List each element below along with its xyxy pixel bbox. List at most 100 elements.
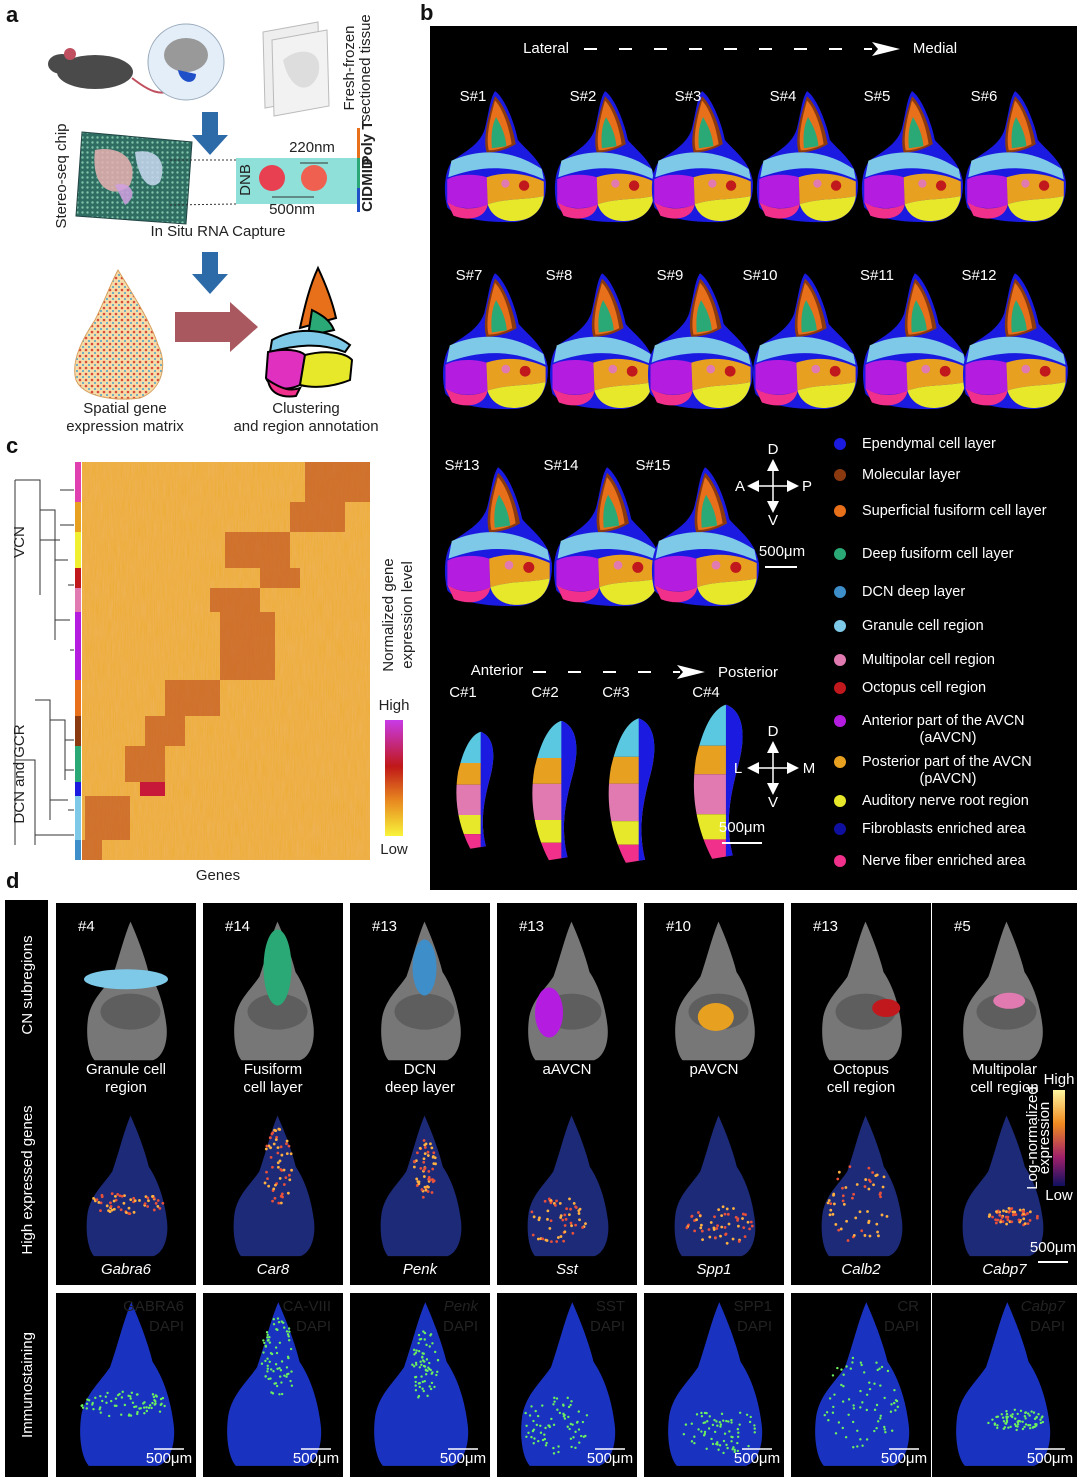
immuno-dot	[851, 1420, 855, 1424]
section-label: C#3	[602, 684, 630, 701]
immuno-dot	[1024, 1423, 1028, 1426]
immuno-dot	[1028, 1414, 1031, 1417]
immuno-dot	[429, 1333, 433, 1336]
immuno-dot	[99, 1394, 102, 1398]
section-label: S#7	[456, 267, 483, 284]
scale-label: 500μm	[146, 1450, 192, 1467]
expression-dot	[879, 1195, 882, 1199]
expression-dot	[118, 1194, 122, 1198]
expression-dot	[827, 1199, 831, 1202]
immuno-dot	[566, 1425, 569, 1428]
immuno-dot	[733, 1448, 737, 1452]
immuno-dot	[875, 1426, 878, 1430]
expression-dot	[422, 1157, 426, 1161]
legend-swatch	[834, 586, 846, 598]
immuno-dot	[136, 1412, 139, 1416]
immuno-dot	[417, 1350, 421, 1353]
immuno-dot	[841, 1400, 845, 1403]
row-label: High expressed genes	[19, 1105, 36, 1254]
expression-dot	[867, 1187, 871, 1191]
expression-dot	[156, 1204, 160, 1208]
legend: Ependymal cell layer Molecular layer Super…	[834, 436, 1047, 869]
immuno-dot	[130, 1391, 134, 1395]
expression-dot	[424, 1142, 428, 1146]
expression-dot	[432, 1179, 436, 1183]
expression-dot	[422, 1175, 426, 1178]
expression-dot	[987, 1215, 991, 1218]
immuno-dot	[1021, 1427, 1025, 1431]
expression-dot	[549, 1219, 553, 1223]
section-label: S#13	[444, 457, 479, 474]
capture-step: In Situ RNA Capture	[150, 223, 285, 240]
immuno-dot	[539, 1424, 542, 1427]
immuno-dot	[736, 1435, 740, 1439]
cluster-map	[264, 265, 354, 398]
immuno-dot	[1015, 1428, 1018, 1432]
expression-dot	[724, 1232, 728, 1236]
immuno-dot	[428, 1385, 431, 1388]
immuno-dot	[1023, 1425, 1026, 1429]
immuno-dot	[567, 1405, 571, 1409]
immuno-dot	[566, 1396, 569, 1400]
immuno-dot	[1007, 1426, 1010, 1429]
brain	[164, 38, 208, 72]
mouse-body	[57, 55, 133, 89]
immuno-dot	[418, 1385, 421, 1389]
region-inner	[247, 993, 308, 1030]
expression-dot	[132, 1210, 136, 1214]
immuno-dot	[556, 1408, 559, 1411]
immuno-dot	[535, 1423, 539, 1427]
immuno-dot	[707, 1427, 711, 1430]
expression-dot	[563, 1224, 567, 1227]
expression-dot	[152, 1208, 156, 1212]
immuno-dot	[851, 1361, 854, 1364]
immuno-dot	[987, 1421, 990, 1425]
immuno-dot	[133, 1405, 136, 1409]
immuno-dot	[262, 1339, 265, 1342]
immuno-dot	[865, 1393, 869, 1396]
immuno-dot	[424, 1373, 428, 1376]
expression-dot	[272, 1187, 276, 1191]
immuno-dot	[161, 1396, 165, 1400]
expression-dot	[282, 1183, 286, 1186]
expression-dot	[280, 1153, 284, 1157]
expression-dot	[286, 1191, 290, 1195]
heatmap-block	[145, 716, 185, 746]
expression-dot	[569, 1221, 573, 1225]
heatmap-block	[125, 746, 165, 782]
expression-dot	[99, 1201, 103, 1205]
expression-dot	[1022, 1217, 1026, 1221]
legend-label: Posterior part of the AVCN	[862, 754, 1032, 770]
expression-dot	[138, 1199, 141, 1202]
scale-label: 500μm	[587, 1450, 633, 1467]
immuno-dot	[753, 1431, 756, 1434]
expression-dot	[570, 1224, 573, 1228]
row-label-strip	[5, 900, 48, 1477]
immuno-dot	[418, 1382, 422, 1385]
immuno-dot	[713, 1430, 717, 1434]
expression-dot	[846, 1239, 850, 1242]
expression-dot	[532, 1215, 536, 1219]
legend-swatch	[834, 823, 846, 835]
immuno-dot	[710, 1437, 713, 1441]
expression-dot	[418, 1146, 422, 1150]
expression-dot	[996, 1218, 1000, 1222]
expression-dot	[423, 1146, 427, 1149]
expression-dot	[867, 1219, 871, 1223]
immuno-dot	[859, 1406, 862, 1409]
expression-dot	[430, 1146, 434, 1150]
immuno-dot	[1041, 1420, 1045, 1424]
immuno-dot	[414, 1376, 417, 1379]
immuno-dot	[1028, 1424, 1032, 1427]
immuno-dot	[700, 1415, 704, 1418]
immuno-dot	[433, 1350, 437, 1354]
immuno-dot	[272, 1318, 275, 1321]
x-axis-label: Genes	[196, 867, 240, 884]
immuno-dot	[530, 1405, 533, 1408]
legend-label: (pAVCN)	[920, 771, 977, 787]
immuno-dot	[562, 1415, 566, 1418]
immuno-dot	[1039, 1418, 1042, 1421]
expression-dot	[419, 1166, 423, 1170]
expression-dot	[276, 1161, 280, 1165]
row-color	[75, 716, 81, 746]
